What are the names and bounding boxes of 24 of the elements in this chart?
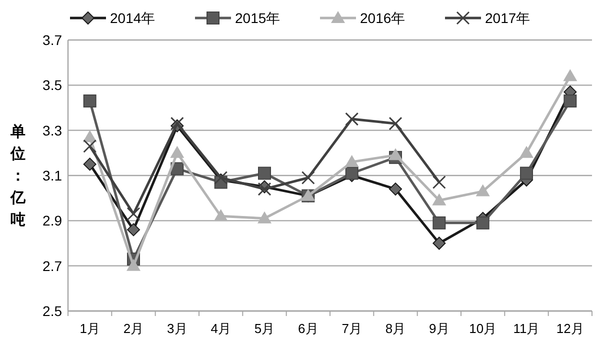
x-tick-label: 5月 (254, 321, 275, 336)
legend-label: 2016年 (360, 10, 406, 26)
legend-label: 2015年 (235, 10, 280, 26)
y-axis-title: 单位：亿吨 (10, 124, 26, 228)
x-tick-label: 10月 (469, 321, 497, 336)
x-tick-label: 8月 (385, 321, 406, 336)
y-tick-label: 3.3 (42, 122, 62, 138)
y-tick-label: 2.5 (42, 303, 62, 319)
x-tick-label: 9月 (429, 321, 450, 336)
legend-label: 2014年 (110, 10, 156, 26)
x-tick-label: 1月 (80, 321, 100, 336)
legend-label: 2017年 (485, 10, 530, 26)
y-tick-label: 2.9 (42, 212, 62, 229)
x-tick-label: 4月 (210, 321, 231, 336)
x-tick-label: 12月 (556, 321, 584, 336)
y-tick-label: 3.5 (42, 77, 62, 94)
y-tick-label: 3.1 (42, 168, 62, 184)
y-tick-label: 2.7 (42, 258, 62, 274)
x-tick-label: 3月 (167, 321, 188, 336)
x-tick-label: 11月 (513, 321, 540, 336)
y-tick-label: 3.7 (42, 32, 62, 48)
x-tick-label: 6月 (298, 321, 318, 336)
x-tick-label: 2月 (123, 321, 144, 336)
x-tick-label: 7月 (342, 321, 362, 336)
